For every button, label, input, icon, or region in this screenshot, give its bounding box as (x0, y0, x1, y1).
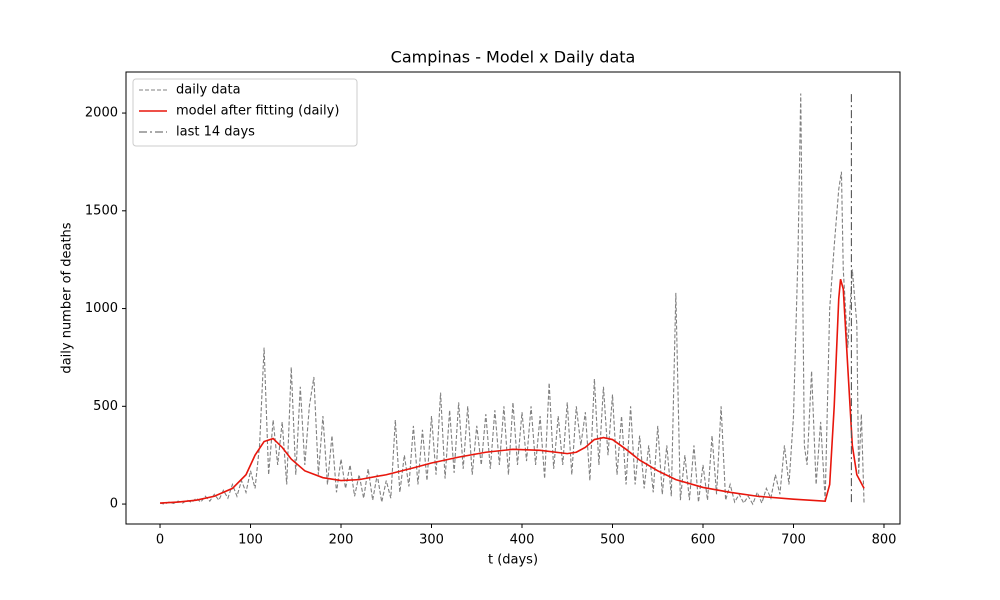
x-tick-label: 100 (238, 533, 263, 548)
x-tick-label: 600 (691, 533, 716, 548)
x-tick-label: 400 (510, 533, 535, 548)
x-tick-label: 500 (600, 533, 625, 548)
y-tick-label: 1000 (85, 301, 118, 316)
x-tick-label: 800 (872, 533, 897, 548)
series-line (159, 279, 865, 504)
chart-title: Campinas - Model x Daily data (391, 48, 636, 67)
legend-box (132, 78, 358, 147)
legend-label: last 14 days (176, 125, 255, 140)
legend-label: model after fitting (daily) (176, 104, 339, 119)
y-tick-label: 0 (110, 497, 118, 512)
x-axis-label: t (days) (488, 553, 538, 568)
x-tick-label: 300 (419, 533, 444, 548)
legend-label: daily data (176, 83, 241, 98)
x-tick-label: 700 (781, 533, 806, 548)
y-tick-label: 500 (93, 399, 118, 414)
y-axis-label: daily number of deaths (60, 222, 75, 373)
plot-frame (125, 71, 901, 525)
x-tick-label: 200 (329, 533, 354, 548)
y-tick-label: 2000 (85, 106, 118, 121)
y-tick-label: 1500 (85, 203, 118, 218)
series-line (159, 93, 865, 506)
x-tick-label: 0 (156, 533, 164, 548)
